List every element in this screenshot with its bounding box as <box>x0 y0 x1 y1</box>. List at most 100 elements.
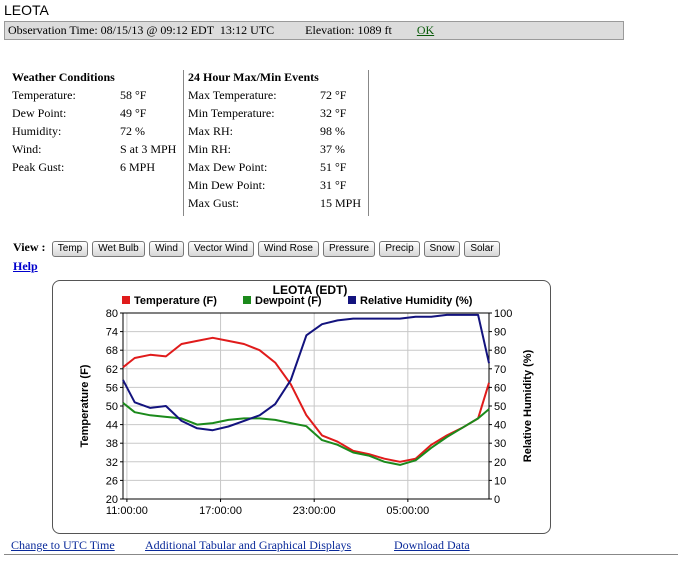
help-link[interactable]: Help <box>13 259 38 273</box>
view-temp-button[interactable]: Temp <box>52 241 88 257</box>
y2-tick-label: 40 <box>494 420 506 432</box>
event-row-min-temperature: Min Temperature: 32 °F <box>188 106 368 124</box>
y-tick-label: 68 <box>106 345 118 357</box>
y2-tick-label: 30 <box>494 438 506 450</box>
event-label: Max RH: <box>188 124 233 138</box>
event-row-min-dew-point: Min Dew Point: 31 °F <box>188 178 368 196</box>
x-tick-label: 05:00:00 <box>386 505 429 517</box>
y2-tick-label: 70 <box>494 364 506 376</box>
event-label: Max Gust: <box>188 196 239 210</box>
utc-time-link[interactable]: Change to UTC Time <box>11 538 115 552</box>
event-row-min-rh: Min RH: 37 % <box>188 142 368 160</box>
weather-row-wind: Wind: S at 3 MPH <box>12 142 182 160</box>
weather-label: Peak Gust: <box>12 160 65 174</box>
elevation: Elevation: 1089 ft <box>305 23 392 37</box>
weather-value: 72 % <box>120 124 145 138</box>
event-value: 15 MPH <box>320 196 362 210</box>
chart-legend: Temperature (F) Dewpoint (F) Relative Hu… <box>122 295 473 307</box>
view-vector-wind-button[interactable]: Vector Wind <box>188 241 254 257</box>
humidity-line <box>122 313 490 432</box>
dewpoint-line <box>122 402 490 466</box>
weather-chart: LEOTA (EDT) Temperature (F) Dewpoint (F)… <box>79 283 534 517</box>
additional-displays-link[interactable]: Additional Tabular and Graphical Display… <box>145 538 352 552</box>
view-wind-button[interactable]: Wind <box>149 241 184 257</box>
view-label: View : <box>13 240 46 254</box>
x-tick-label: 17:00:00 <box>199 505 242 517</box>
y-tick-label: 50 <box>106 401 118 413</box>
view-wind-rose-button[interactable]: Wind Rose <box>258 241 319 257</box>
weather-label: Wind: <box>12 142 42 156</box>
x-tick-label: 23:00:00 <box>293 505 336 517</box>
observation-time: Observation Time: 08/15/13 @ 09:12 EDT 1… <box>8 23 275 37</box>
weather-value: 6 MPH <box>120 160 156 174</box>
y-tick-label: 38 <box>106 438 118 450</box>
y-tick-label: 62 <box>106 364 118 376</box>
y-tick-label: 80 <box>106 308 118 320</box>
legend-label-dewpoint: Dewpoint (F) <box>255 295 322 307</box>
y2-tick-label: 60 <box>494 382 506 394</box>
event-value: 51 °F <box>320 160 347 174</box>
y2-tick-label: 10 <box>494 475 506 487</box>
y-tick-label: 20 <box>106 494 118 506</box>
footer-divider <box>4 554 678 555</box>
y-axis-label-left: Temperature (F) <box>79 364 91 447</box>
view-snow-button[interactable]: Snow <box>424 241 460 257</box>
event-row-max-rh: Max RH: 98 % <box>188 124 368 142</box>
weather-conditions-panel: Weather Conditions Temperature: 58 °F Dew… <box>12 70 182 178</box>
event-value: 31 °F <box>320 178 347 192</box>
y-tick-label: 44 <box>106 420 118 432</box>
x-tick-label: 11:00:00 <box>106 505 148 517</box>
ok-link[interactable]: OK <box>416 23 435 37</box>
weather-row-peak-gust: Peak Gust: 6 MPH <box>12 160 182 178</box>
y2-tick-label: 90 <box>494 327 506 339</box>
plot-area: 20 26 32 38 44 50 56 62 68 74 80 0 10 20 30 40 50 60 70 80 9… <box>106 308 513 517</box>
y-tick-label: 56 <box>106 382 118 394</box>
weather-value: 49 °F <box>120 106 147 120</box>
y2-tick-label: 50 <box>494 401 506 413</box>
event-row-max-temperature: Max Temperature: 72 °F <box>188 88 368 106</box>
max-min-events-title: 24 Hour Max/Min Events <box>188 70 319 84</box>
weather-value: 58 °F <box>120 88 147 102</box>
max-min-events-panel: 24 Hour Max/Min Events Max Temperature: 7… <box>183 70 369 216</box>
weather-conditions-title: Weather Conditions <box>12 70 115 84</box>
event-label: Min Dew Point: <box>188 178 266 192</box>
y-tick-label: 74 <box>106 327 118 339</box>
chart-frame <box>52 280 551 534</box>
event-value: 72 °F <box>320 88 347 102</box>
weather-label: Humidity: <box>12 124 62 138</box>
event-value: 32 °F <box>320 106 347 120</box>
event-label: Max Temperature: <box>188 88 277 102</box>
weather-row-humidity: Humidity: 72 % <box>12 124 182 142</box>
y2-tick-label: 80 <box>494 345 506 357</box>
view-pressure-button[interactable]: Pressure <box>323 241 375 257</box>
view-wet-bulb-button[interactable]: Wet Bulb <box>92 241 145 257</box>
legend-label-humidity: Relative Humidity (%) <box>360 295 473 307</box>
y-tick-label: 32 <box>106 457 118 469</box>
download-data-link[interactable]: Download Data <box>394 538 470 552</box>
weather-label: Temperature: <box>12 88 76 102</box>
event-label: Max Dew Point: <box>188 160 268 174</box>
legend-label-temperature: Temperature (F) <box>134 295 217 307</box>
weather-label: Dew Point: <box>12 106 67 120</box>
weather-value: S at 3 MPH <box>120 142 177 156</box>
y-axis-label-right: Relative Humidity (%) <box>522 349 534 462</box>
event-value: 98 % <box>320 124 345 138</box>
temperature-line <box>122 336 490 463</box>
weather-row-dewpoint: Dew Point: 49 °F <box>12 106 182 124</box>
event-value: 37 % <box>320 142 345 156</box>
y-tick-label: 26 <box>106 475 118 487</box>
legend-swatch-humidity <box>348 296 356 304</box>
y2-tick-label: 0 <box>494 494 500 506</box>
station-title: LEOTA <box>4 2 49 18</box>
view-precip-button[interactable]: Precip <box>379 241 420 257</box>
observation-bar: Observation Time: 08/15/13 @ 09:12 EDT 1… <box>4 21 624 40</box>
legend-swatch-dewpoint <box>243 296 251 304</box>
event-label: Min RH: <box>188 142 232 156</box>
event-label: Min Temperature: <box>188 106 275 120</box>
y2-tick-label: 20 <box>494 457 506 469</box>
view-solar-button[interactable]: Solar <box>464 241 500 257</box>
weather-row-temperature: Temperature: 58 °F <box>12 88 182 106</box>
chart-title: LEOTA (EDT) <box>273 283 348 297</box>
event-row-max-gust: Max Gust: 15 MPH <box>188 196 368 214</box>
event-row-max-dew-point: Max Dew Point: 51 °F <box>188 160 368 178</box>
